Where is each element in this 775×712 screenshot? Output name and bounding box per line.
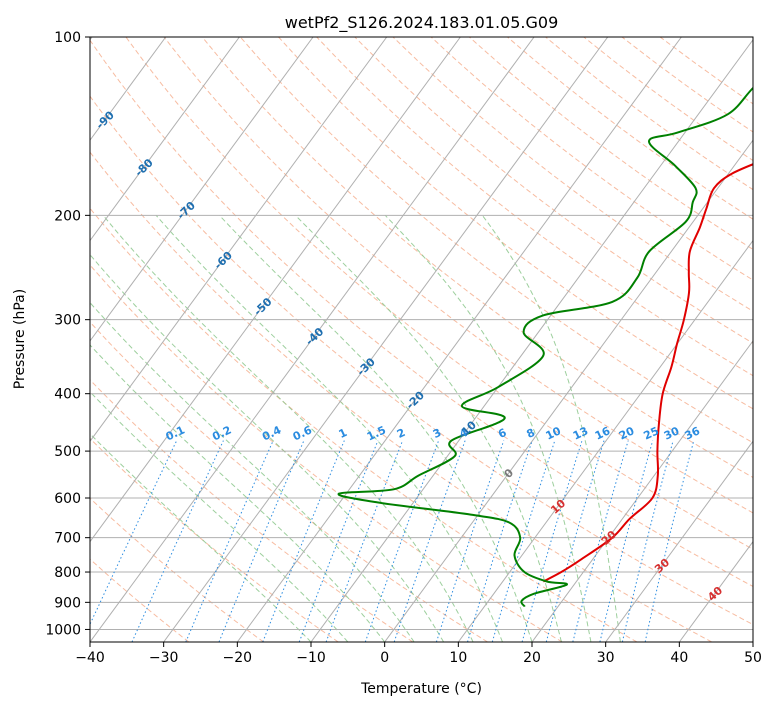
y-tick-label: 600 (54, 491, 81, 507)
y-tick-label: 1000 (45, 622, 81, 638)
x-tick-label: 10 (449, 650, 467, 666)
y-tick-label: 300 (54, 313, 81, 329)
y-tick-label: 200 (54, 208, 81, 224)
y-tick-label: 400 (54, 387, 81, 403)
x-tick-label: 0 (380, 650, 389, 666)
x-axis-label: Temperature (°C) (360, 681, 482, 697)
chart-title: wetPf2_S126.2024.183.01.05.G09 (285, 13, 559, 33)
x-tick-label: −20 (223, 650, 253, 666)
x-tick-label: 50 (744, 650, 762, 666)
y-tick-label: 100 (54, 30, 81, 46)
y-tick-label: 500 (54, 444, 81, 460)
y-tick-label: 700 (54, 531, 81, 547)
y-tick-label: 800 (54, 565, 81, 581)
x-tick-label: 40 (670, 650, 688, 666)
x-tick-label: 30 (597, 650, 615, 666)
x-tick-label: −30 (149, 650, 179, 666)
y-axis-label: Pressure (hPa) (12, 289, 28, 389)
x-tick-label: 20 (523, 650, 541, 666)
x-tick-label: −10 (296, 650, 326, 666)
y-tick-label: 900 (54, 595, 81, 611)
x-tick-label: −40 (75, 650, 105, 666)
